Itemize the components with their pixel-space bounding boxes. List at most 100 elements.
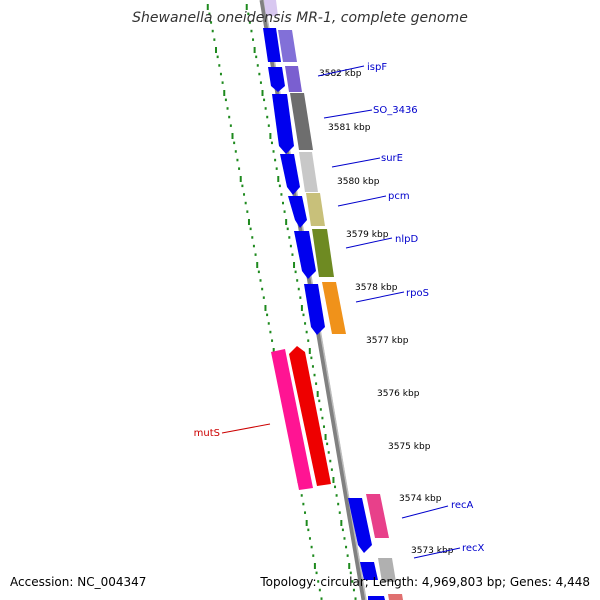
- tick-label: 3577 kbp: [366, 336, 409, 346]
- tick-dot: [208, 12, 211, 16]
- tick-dot: [310, 356, 313, 360]
- tick-dot: [337, 502, 340, 506]
- tick-label: 3574 kbp: [399, 494, 442, 504]
- tick-dot: [334, 485, 337, 489]
- tick-dot: [218, 64, 221, 67]
- tick-dot: [300, 305, 303, 311]
- tick-dot: [272, 348, 275, 354]
- gene-label: mutS: [194, 428, 220, 439]
- tick-dot: [317, 580, 320, 583]
- tick-dot: [228, 115, 231, 119]
- cds-minus-strand: [263, 28, 385, 600]
- tick-dot: [252, 244, 255, 248]
- outer-tick-track: [206, 4, 323, 600]
- gene-label: ispF: [367, 62, 387, 73]
- tick-dot: [241, 184, 244, 188]
- tick-dot: [311, 365, 314, 368]
- gene-box: [388, 594, 403, 600]
- tick-dot: [302, 502, 305, 506]
- tick-dot: [234, 150, 237, 153]
- tick-dot: [266, 115, 269, 119]
- tick-dot: [338, 511, 341, 514]
- gene-label: pcm: [388, 191, 410, 202]
- cds-arrow: [294, 231, 316, 279]
- tick-dot: [315, 571, 318, 575]
- tick-dot: [210, 21, 213, 24]
- tick-dot: [288, 236, 291, 239]
- tick-label: 3581 kbp: [328, 123, 371, 133]
- gene-label: recA: [451, 500, 474, 511]
- gene-leader-line: [413, 547, 461, 559]
- tick-dot: [352, 588, 355, 592]
- tick-dot: [293, 262, 296, 268]
- tick-dot: [223, 90, 226, 96]
- gene-box: [285, 66, 302, 92]
- tick-dot: [296, 279, 299, 282]
- tick-dot: [316, 391, 319, 397]
- gene-box: [278, 30, 297, 62]
- tick-dot: [274, 158, 277, 162]
- tick-dot: [267, 124, 270, 127]
- tick-dot: [256, 262, 259, 268]
- cds-arrow: [360, 562, 378, 580]
- tick-dot: [289, 244, 292, 248]
- gene-box: [299, 152, 318, 192]
- tick-dot: [294, 270, 297, 274]
- tick-dot: [335, 494, 338, 497]
- cds-arrow: [368, 596, 385, 600]
- gene-leader-line: [323, 109, 373, 119]
- tick-dot: [302, 313, 305, 317]
- tick-dot: [281, 201, 284, 205]
- tick-labels: 3582 kbp 3581 kbp 3580 kbp 3579 kbp 3578 kbp…: [319, 69, 454, 556]
- tick-dot: [299, 296, 302, 299]
- inner-tick-track: [245, 4, 357, 600]
- tick-dot: [310, 545, 313, 549]
- tick-dot: [327, 451, 330, 454]
- tick-dot: [238, 167, 241, 170]
- tick-dot: [270, 141, 273, 145]
- tick-dot: [266, 313, 269, 317]
- tick-dot: [346, 554, 349, 557]
- tick-dot: [286, 227, 289, 231]
- tick-dot: [318, 588, 321, 592]
- tick-dot: [345, 545, 348, 549]
- tick-dot: [313, 373, 316, 377]
- tick-dot: [236, 158, 239, 162]
- tick-dot: [348, 563, 351, 569]
- tick-dot: [253, 47, 256, 53]
- tick-dot: [305, 520, 308, 526]
- tick-dot: [304, 511, 307, 514]
- tick-dot: [326, 442, 329, 446]
- tick-dot: [313, 563, 316, 569]
- tick-dot: [340, 520, 343, 526]
- tick-dot: [226, 107, 229, 110]
- tick-label: 3579 kbp: [346, 230, 389, 240]
- tick-dot: [307, 339, 310, 342]
- tick-dot: [322, 425, 325, 428]
- tick-dot: [307, 528, 310, 532]
- tick-dot: [224, 98, 227, 102]
- tick-dot: [264, 107, 267, 110]
- tick-dot: [252, 38, 255, 41]
- tick-dot: [308, 537, 311, 540]
- tick-dot: [269, 133, 272, 139]
- tick-dot: [315, 382, 318, 385]
- cds-arrow: [288, 196, 307, 228]
- cds-arrow: [289, 346, 331, 486]
- tick-dot: [321, 416, 324, 420]
- gene-box: [306, 193, 325, 226]
- tick-dot: [215, 47, 218, 53]
- cds-arrow: [348, 498, 372, 553]
- tick-dot: [318, 399, 321, 403]
- tick-dot: [231, 133, 234, 139]
- cds-arrow: [280, 154, 300, 195]
- tick-dot: [275, 167, 278, 170]
- tick-dot: [278, 184, 281, 188]
- gene-box: [290, 93, 313, 150]
- tick-label: 3576 kbp: [377, 389, 420, 399]
- tick-label: 3580 kbp: [337, 177, 380, 187]
- gene-leader-line: [331, 157, 381, 168]
- figure-title: Shewanella oneidensis MR-1, complete gen…: [132, 10, 468, 26]
- tick-dot: [264, 305, 267, 311]
